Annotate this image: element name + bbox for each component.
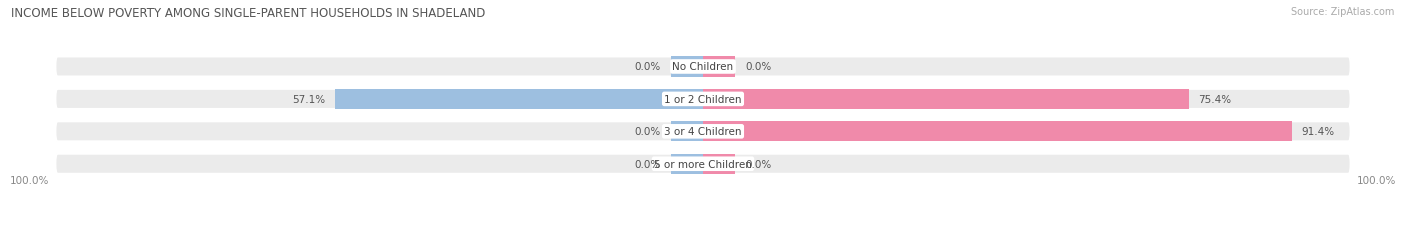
Text: 3 or 4 Children: 3 or 4 Children xyxy=(664,127,742,137)
Text: 0.0%: 0.0% xyxy=(745,159,770,169)
Text: INCOME BELOW POVERTY AMONG SINGLE-PARENT HOUSEHOLDS IN SHADELAND: INCOME BELOW POVERTY AMONG SINGLE-PARENT… xyxy=(11,7,485,20)
Bar xyxy=(671,122,703,142)
Bar xyxy=(335,89,703,109)
FancyBboxPatch shape xyxy=(55,89,1351,109)
Text: 100.0%: 100.0% xyxy=(1357,175,1396,185)
Text: 100.0%: 100.0% xyxy=(10,175,49,185)
Text: 1 or 2 Children: 1 or 2 Children xyxy=(664,94,742,104)
Bar xyxy=(703,57,735,77)
Bar xyxy=(671,154,703,174)
Text: Source: ZipAtlas.com: Source: ZipAtlas.com xyxy=(1291,7,1395,17)
Text: 0.0%: 0.0% xyxy=(636,62,661,72)
FancyBboxPatch shape xyxy=(55,122,1351,142)
Text: 0.0%: 0.0% xyxy=(636,127,661,137)
Bar xyxy=(703,89,1189,109)
Text: 75.4%: 75.4% xyxy=(1198,94,1232,104)
FancyBboxPatch shape xyxy=(55,154,1351,174)
Text: No Children: No Children xyxy=(672,62,734,72)
Bar xyxy=(671,57,703,77)
Bar xyxy=(703,154,735,174)
Text: 0.0%: 0.0% xyxy=(636,159,661,169)
Text: 91.4%: 91.4% xyxy=(1302,127,1334,137)
Text: 5 or more Children: 5 or more Children xyxy=(654,159,752,169)
Text: 57.1%: 57.1% xyxy=(292,94,325,104)
FancyBboxPatch shape xyxy=(55,57,1351,77)
Text: 0.0%: 0.0% xyxy=(745,62,770,72)
Bar xyxy=(703,122,1292,142)
